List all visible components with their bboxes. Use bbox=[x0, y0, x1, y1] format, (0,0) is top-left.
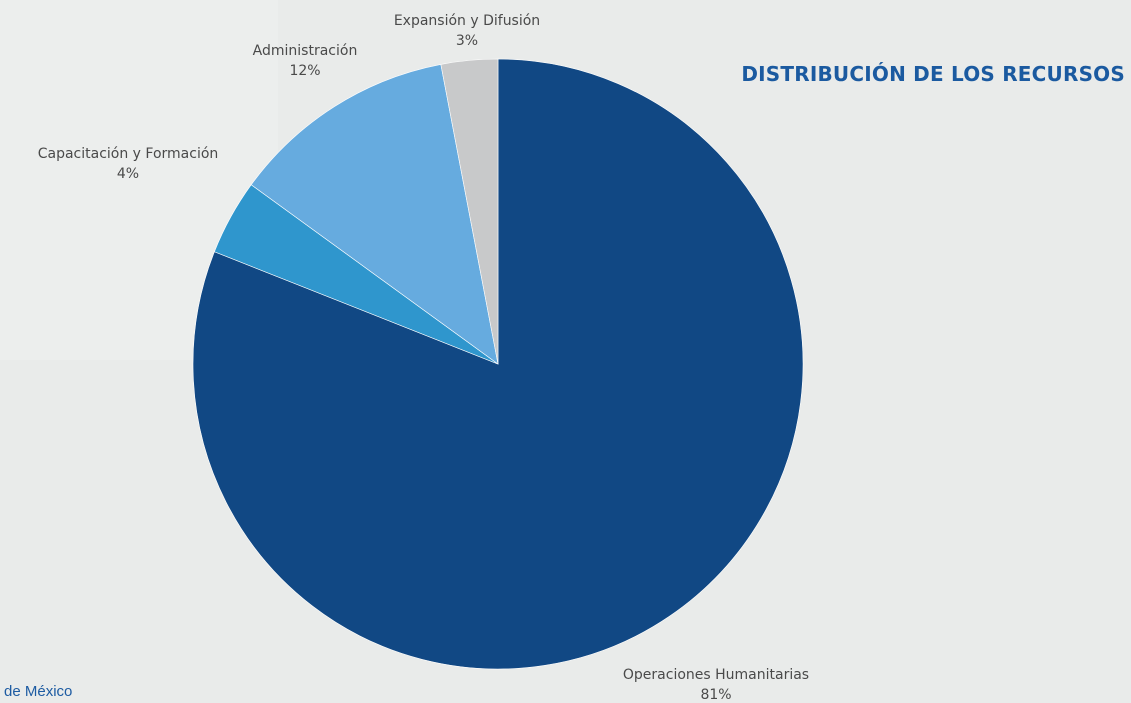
slice-label: Operaciones Humanitarias bbox=[623, 667, 809, 683]
slice-label: Expansión y Difusión bbox=[394, 13, 540, 29]
slice-label: Administración bbox=[253, 43, 358, 59]
slice-label: Capacitación y Formación bbox=[38, 146, 219, 162]
pie-slices bbox=[192, 58, 804, 670]
pie-slice-3 bbox=[250, 64, 499, 365]
chart-title: DISTRIBUCIÓN DE LOS RECURSOS bbox=[741, 62, 1125, 86]
pie-slice-4 bbox=[440, 58, 499, 365]
slice-value-label: 12% bbox=[289, 63, 320, 79]
pie-labels: Operaciones Humanitarias 81% Capacitación … bbox=[38, 13, 809, 703]
slice-value-label: 4% bbox=[117, 166, 139, 182]
slice-value-label: 81% bbox=[700, 687, 731, 703]
footer-text: de México bbox=[4, 683, 73, 700]
slice-value-label: 3% bbox=[456, 33, 478, 49]
